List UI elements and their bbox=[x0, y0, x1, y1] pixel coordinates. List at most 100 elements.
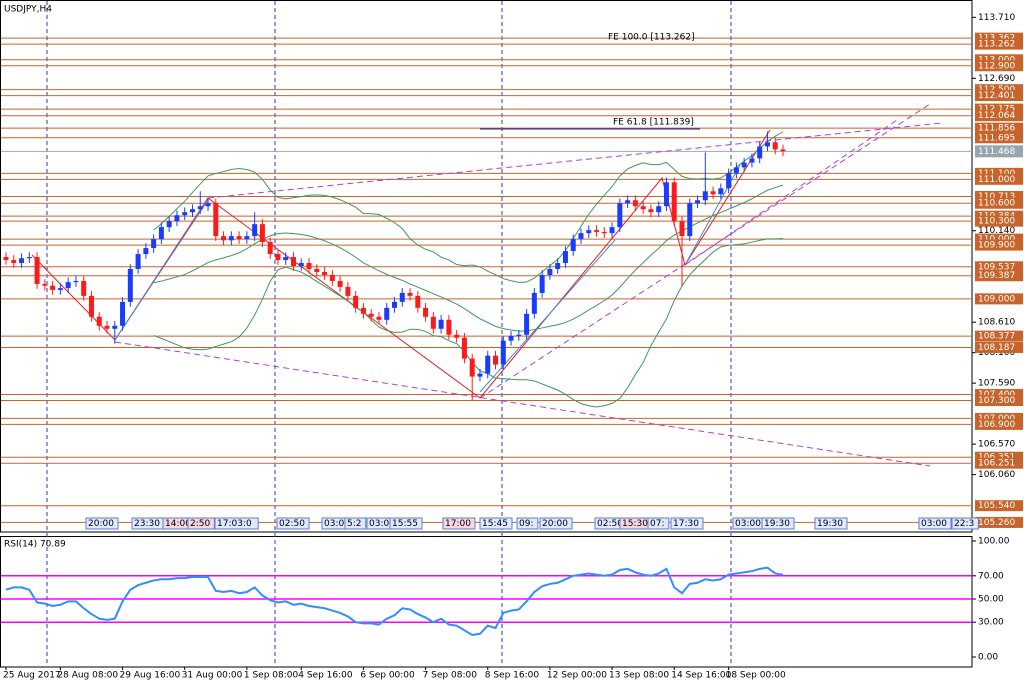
fibo-line bbox=[479, 239, 616, 393]
indicator-title: RSI(14) 70.89 bbox=[4, 540, 66, 550]
candle-body bbox=[547, 268, 553, 275]
level-label-box bbox=[975, 173, 1023, 185]
candle-body bbox=[174, 215, 180, 222]
level-label: 110.713 bbox=[978, 192, 1015, 202]
candle-body bbox=[306, 263, 312, 269]
x-tick-label: 13 Sep 08:00 bbox=[609, 671, 669, 681]
event-box bbox=[647, 517, 670, 530]
event-box bbox=[918, 517, 952, 530]
candle-body bbox=[50, 285, 56, 290]
event-label: 19:30 bbox=[817, 519, 843, 529]
x-tick-label: 18 Sep 00:00 bbox=[726, 671, 786, 681]
candle-body bbox=[493, 355, 499, 365]
candle-body bbox=[57, 288, 63, 290]
candle-body bbox=[461, 337, 467, 359]
y-tick-label: 110.140 bbox=[978, 226, 1015, 236]
level-label-box bbox=[975, 38, 1023, 50]
level-label-box bbox=[975, 418, 1023, 430]
event-box bbox=[951, 517, 979, 530]
candle-body bbox=[415, 295, 421, 308]
plot-layer: USDJPY,H4 113.710 112.690 110.140 108.610 108… bbox=[1, 5, 1023, 681]
x-tick-label: 28 Aug 08:00 bbox=[57, 671, 118, 681]
trendline bbox=[207, 122, 943, 199]
candle-body bbox=[500, 340, 506, 365]
chart-title: USDJPY,H4 bbox=[4, 5, 52, 15]
x-tick-label: 12 Sep 00:00 bbox=[547, 671, 607, 681]
candle-body bbox=[609, 227, 615, 234]
level-label-box bbox=[975, 90, 1023, 102]
level-label-box bbox=[975, 190, 1023, 202]
annotation: FE 61.8 [111.839] bbox=[613, 118, 694, 128]
bollinger-band bbox=[153, 184, 784, 332]
candle-body bbox=[127, 268, 133, 302]
candle-body bbox=[244, 236, 250, 240]
level-label: 108.187 bbox=[978, 343, 1015, 353]
event-label: 2:50 bbox=[190, 519, 210, 529]
candle-body bbox=[524, 313, 530, 335]
last-price-box bbox=[975, 145, 1023, 158]
event-box bbox=[344, 517, 367, 530]
event-label: 03:00 bbox=[735, 519, 761, 529]
trendline bbox=[114, 341, 931, 467]
candle-body bbox=[757, 146, 763, 159]
candle-body bbox=[555, 263, 561, 269]
candle-body bbox=[3, 257, 9, 261]
candle-body bbox=[594, 230, 600, 232]
candle-body bbox=[508, 335, 514, 341]
event-label: 19:30 bbox=[764, 519, 790, 529]
event-label: 17:00 bbox=[445, 519, 471, 529]
level-label-box bbox=[975, 330, 1023, 342]
y-tick-label: 30.00 bbox=[978, 618, 1004, 628]
candle-body bbox=[617, 203, 623, 228]
event-box bbox=[389, 517, 423, 530]
candle-body bbox=[718, 188, 724, 195]
candle-body bbox=[384, 307, 390, 320]
candle-body bbox=[407, 292, 413, 296]
candle-body bbox=[671, 182, 677, 222]
candle-body bbox=[120, 301, 126, 326]
candle-body bbox=[205, 203, 211, 207]
last-price-label: 111.468 bbox=[978, 147, 1015, 157]
event-label: 5:2 bbox=[347, 519, 361, 529]
x-tick-label: 7 Sep 08:00 bbox=[423, 671, 478, 681]
level-label: 108.377 bbox=[978, 332, 1015, 342]
candle-body bbox=[197, 206, 203, 210]
candle-body bbox=[252, 224, 258, 237]
candle-body bbox=[283, 257, 289, 261]
event-label: 09: bbox=[519, 519, 533, 529]
candle-body bbox=[267, 242, 273, 255]
candle-body bbox=[469, 358, 475, 377]
candle-body bbox=[34, 257, 40, 284]
candle-body bbox=[73, 280, 79, 283]
x-tick-label: 8 Sep 16:00 bbox=[485, 671, 540, 681]
candle-body bbox=[485, 355, 491, 374]
level-label-box bbox=[975, 239, 1023, 251]
level-label: 112.175 bbox=[978, 105, 1015, 115]
level-label-box bbox=[975, 270, 1023, 282]
candle-body bbox=[275, 254, 281, 261]
x-tick-label: 14 Sep 16:00 bbox=[671, 671, 731, 681]
candle-body bbox=[158, 227, 164, 240]
event-label: 20:00 bbox=[88, 519, 114, 529]
y-tick-label: 50.00 bbox=[978, 595, 1004, 605]
event-label: 03:00 bbox=[369, 519, 395, 529]
event-box bbox=[670, 517, 704, 530]
x-tick-label: 4 Sep 16:00 bbox=[298, 671, 353, 681]
candle-body bbox=[166, 221, 172, 228]
candle-body bbox=[446, 319, 452, 335]
bollinger-band bbox=[153, 237, 784, 408]
candle-body bbox=[314, 268, 320, 272]
annotation: FE 100.0 [113.262] bbox=[608, 33, 695, 43]
level-label-box bbox=[975, 132, 1023, 144]
candle-body bbox=[632, 200, 638, 207]
candle-body bbox=[228, 236, 234, 241]
event-label: 07: bbox=[650, 519, 664, 529]
event-label: 03:00 bbox=[921, 519, 947, 529]
fibo-line bbox=[114, 199, 209, 341]
event-box bbox=[442, 517, 476, 530]
candle-body bbox=[345, 286, 351, 296]
y-tick-label: 106.570 bbox=[978, 440, 1015, 450]
candle-body bbox=[726, 173, 732, 189]
level-label-box bbox=[975, 122, 1023, 134]
